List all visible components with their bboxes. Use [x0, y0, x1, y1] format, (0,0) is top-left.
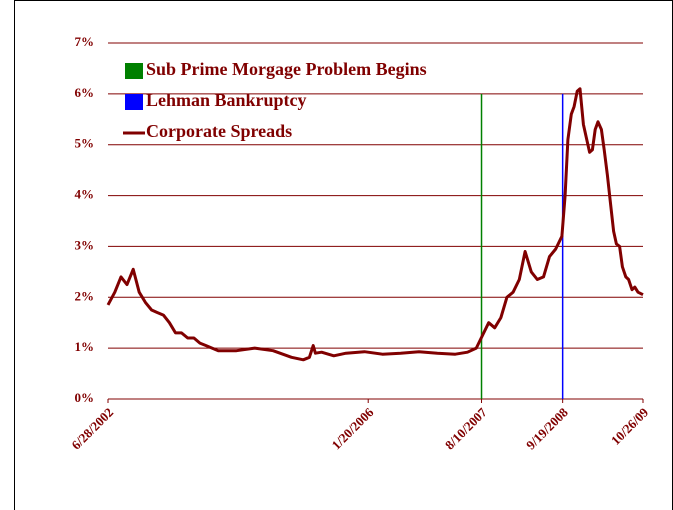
legend-label: Corporate Spreads	[146, 121, 292, 141]
legend-label: Sub Prime Morgage Problem Begins	[146, 59, 427, 79]
x-tick-label: 10/26/09	[608, 404, 652, 448]
y-tick-label: 5%	[75, 136, 95, 151]
legend-label: Lehman Bankruptcy	[146, 90, 307, 110]
y-tick-label: 1%	[75, 339, 95, 354]
spread-line	[106, 87, 644, 362]
x-tick-label: 8/10/2007	[442, 404, 490, 452]
y-tick-label: 4%	[75, 187, 95, 202]
legend-swatch	[125, 94, 143, 110]
y-tick-label: 7%	[75, 34, 95, 49]
x-tick-label: 9/19/2008	[523, 404, 571, 452]
legend-swatch	[125, 63, 143, 79]
x-tick-label: 1/20/2006	[329, 404, 377, 452]
y-tick-label: 0%	[75, 390, 95, 405]
y-tick-label: 2%	[75, 288, 95, 303]
x-tick-label: 6/28/2002	[68, 405, 116, 453]
y-tick-label: 6%	[75, 85, 95, 100]
y-tick-label: 3%	[75, 237, 95, 252]
